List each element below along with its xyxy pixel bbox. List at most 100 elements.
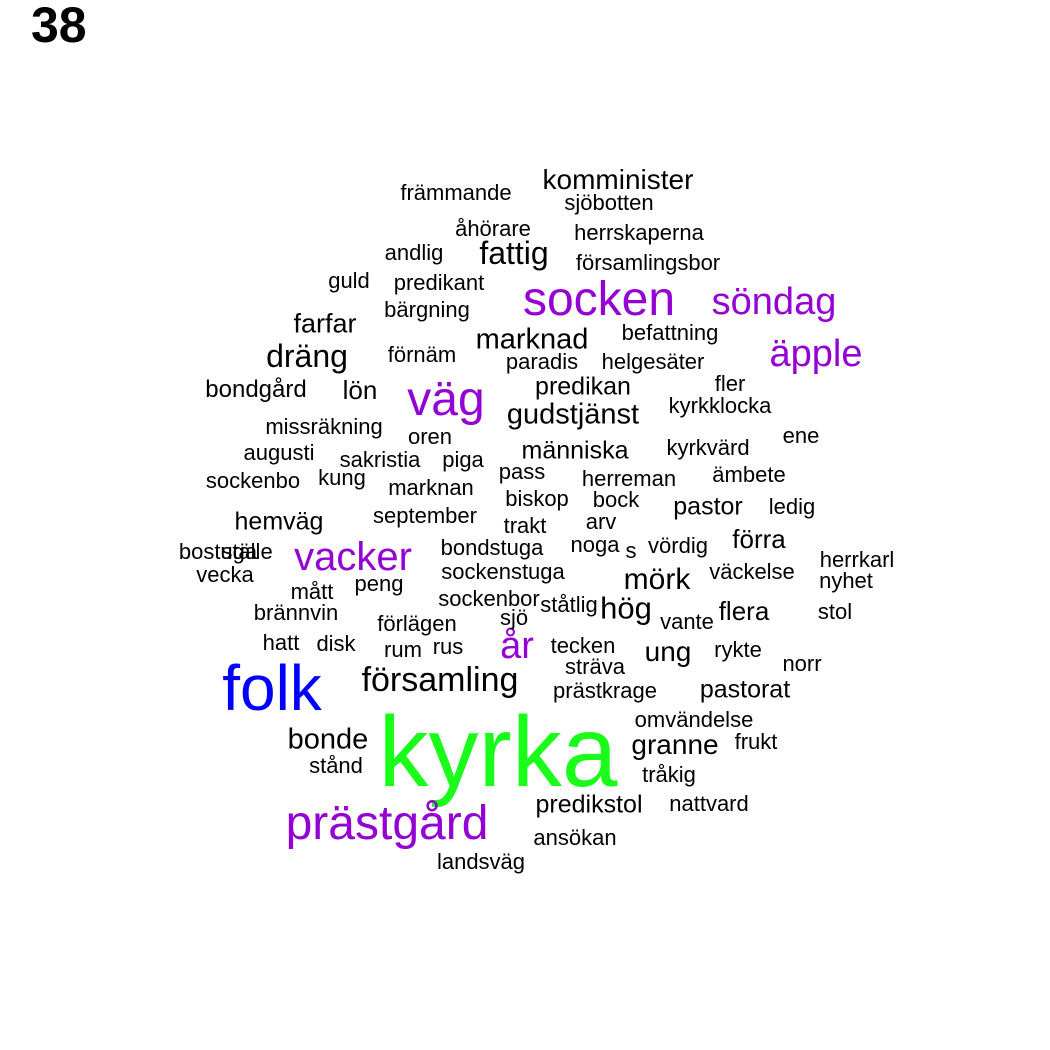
word-vackelse: väckelse <box>709 559 795 584</box>
word-kyrka: kyrka <box>378 696 618 808</box>
word-hemvag: hemväg <box>234 507 324 536</box>
word-sjobotten: sjöbotten <box>564 190 654 215</box>
word-ansokan: ansökan <box>533 825 617 850</box>
word-vag: väg <box>407 373 485 426</box>
word-forsamlingsbor: församlingsbor <box>575 250 721 275</box>
word-manniska: människa <box>521 436 629 465</box>
word-stand: stånd <box>309 753 363 778</box>
word-fornam: förnäm <box>387 342 457 367</box>
word-tecken: tecken <box>550 633 616 658</box>
word-nyhet: nyhet <box>819 568 873 593</box>
word-andlig: andlig <box>384 240 444 265</box>
word-rum: rum <box>384 637 422 662</box>
word-prastkrage: prästkrage <box>553 678 657 703</box>
word-ar: år <box>500 625 534 667</box>
word-frukt: frukt <box>734 729 778 754</box>
word-folk: folk <box>222 652 322 724</box>
word-trakt: trakt <box>503 513 547 538</box>
word-september: september <box>373 503 477 528</box>
word-hatt: hatt <box>262 630 300 655</box>
word-pass: pass <box>498 459 546 484</box>
word-norr: norr <box>782 651 822 676</box>
word-farfar: farfar <box>293 308 357 339</box>
word-stalle: ställe <box>221 539 273 564</box>
word-bondstuga: bondstuga <box>440 535 544 560</box>
word-kung: kung <box>318 465 366 490</box>
word-guld: guld <box>328 268 370 293</box>
word-drang: dräng <box>266 338 348 374</box>
word-helgesater: helgesäter <box>601 349 705 374</box>
word-ung: ung <box>644 636 692 667</box>
word-forra: förra <box>732 524 786 554</box>
word-gudstjanst: gudstjänst <box>506 398 640 431</box>
word-ledig: ledig <box>768 494 816 519</box>
word-lon: lön <box>342 375 378 405</box>
word-sockenstuga: sockenstuga <box>441 559 565 584</box>
word-bostuga: bostuga <box>178 539 258 564</box>
word-arv: arv <box>585 509 617 534</box>
word-prastgard: prästgård <box>285 797 489 850</box>
word-herreman: herreman <box>581 466 677 491</box>
word-landsvag: landsväg <box>436 849 526 874</box>
word-paradis: paradis <box>505 349 579 374</box>
word-bock: bock <box>592 487 640 512</box>
word-mork: mörk <box>623 563 691 596</box>
word-pastor: pastor <box>673 492 743 521</box>
word-predikan: predikan <box>535 372 631 401</box>
word-marknad: marknad <box>475 323 589 356</box>
word-vordig: vördig <box>648 533 708 558</box>
word-sockenbor: sockenbor <box>438 586 540 611</box>
word-flera: flera <box>718 596 770 626</box>
word-strava: sträva <box>565 654 625 679</box>
word-befattning: befattning <box>621 320 719 345</box>
word-sondag: söndag <box>711 281 837 323</box>
word-bonde: bonde <box>287 723 369 756</box>
word-statlig: ståtlig <box>540 592 598 617</box>
word-herrkarl: herrkarl <box>819 547 895 572</box>
word-brannvin: brännvin <box>253 600 339 625</box>
word-granne: granne <box>631 729 719 760</box>
word-nattvard: nattvard <box>669 791 749 816</box>
word-matt: mått <box>290 579 334 604</box>
word-ambete: ämbete <box>712 462 786 487</box>
word-sakristia: sakristia <box>339 447 421 472</box>
word-pastorat: pastorat <box>699 675 791 704</box>
word-oren: oren <box>407 424 453 449</box>
word-hog: hög <box>600 590 652 626</box>
word-ene: ene <box>782 423 820 448</box>
word-stol: stol <box>817 599 853 624</box>
word-bargning: bärgning <box>384 297 470 322</box>
word-disk: disk <box>316 631 356 656</box>
word-bondgard: bondgård <box>205 376 307 403</box>
word-piga: piga <box>442 447 484 472</box>
word-predikant: predikant <box>393 270 485 295</box>
word-fler: fler <box>714 371 746 396</box>
word-fattig: fattig <box>479 235 549 271</box>
word-s: s <box>625 538 637 563</box>
word-missrakning: missräkning <box>265 414 383 439</box>
word-forsamling: församling <box>361 661 519 699</box>
word-komminister: komminister <box>542 164 694 195</box>
word-marknan: marknan <box>388 475 474 500</box>
word-vante: vante <box>660 609 714 634</box>
word-frammande: främmande <box>400 180 512 205</box>
word-socken: socken <box>522 273 676 326</box>
word-kyrkvard: kyrkvärd <box>666 435 750 460</box>
word-herrskaperna: herrskaperna <box>574 220 704 245</box>
word-kyrkklocka: kyrkklocka <box>668 393 772 418</box>
word-sockenbo: sockenbo <box>205 468 301 493</box>
word-predikstol: predikstol <box>535 790 643 819</box>
word-biskop: biskop <box>505 486 569 511</box>
word-vecka: vecka <box>196 562 254 587</box>
word-augusti: augusti <box>243 440 315 465</box>
page-label: 38 <box>31 0 87 53</box>
word-rus: rus <box>432 634 464 659</box>
word-forlagen: förlägen <box>377 611 457 636</box>
word-peng: peng <box>354 571 404 596</box>
word-trakig: tråkig <box>642 762 696 787</box>
word-ahorare: åhörare <box>455 216 531 241</box>
word-vacker: vacker <box>294 535 412 579</box>
word-noga: noga <box>570 532 620 557</box>
word-apple: äpple <box>769 333 863 375</box>
